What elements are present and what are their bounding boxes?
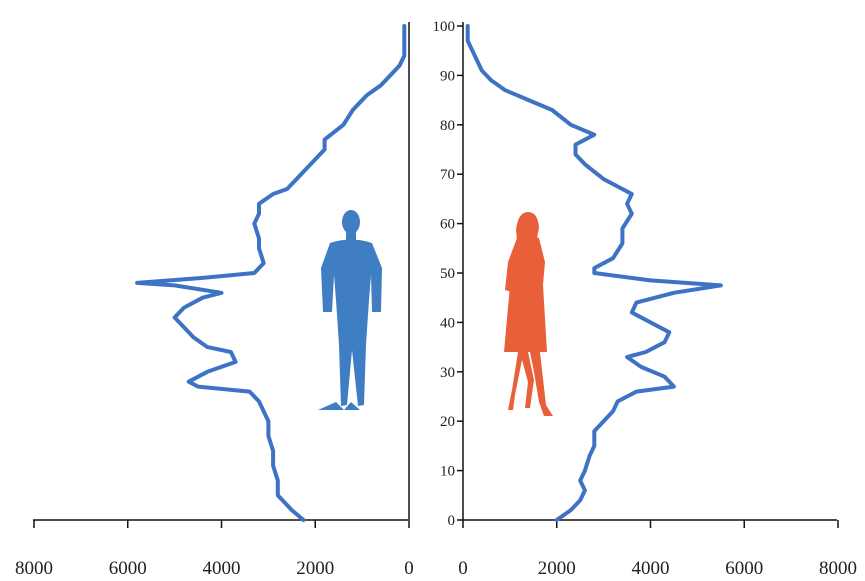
y-tick-label: 0	[448, 513, 456, 529]
y-tick-label: 90	[440, 68, 455, 84]
x-tick-label: 4000	[632, 558, 670, 579]
x-tick-label: 0	[458, 558, 468, 579]
x-tick-label: 0	[404, 558, 414, 579]
y-tick-label: 20	[440, 414, 455, 430]
x-tick-label: 2000	[296, 558, 334, 579]
y-tick-label: 30	[440, 365, 455, 381]
y-tick-label: 60	[440, 217, 455, 233]
x-tick-label: 8000	[15, 558, 53, 579]
x-tick-label: 6000	[725, 558, 763, 579]
y-tick-label: 100	[433, 19, 456, 35]
x-tick-label: 8000	[819, 558, 857, 579]
woman-silhouette-icon	[504, 212, 553, 416]
y-tick-label: 40	[440, 315, 455, 331]
y-tick-label: 80	[440, 118, 455, 134]
x-ticks-left: 8000 6000 4000 2000 0	[15, 520, 414, 579]
man-silhouette-icon	[318, 210, 382, 410]
male-distribution-line	[135, 24, 407, 522]
y-tick-label: 50	[440, 266, 455, 282]
x-tick-label: 2000	[538, 558, 576, 579]
y-tick-label: 10	[440, 464, 455, 480]
y-ticks: 0 10 20 30 40 50 60 70 80 90 100	[433, 19, 463, 529]
x-tick-label: 6000	[109, 558, 147, 579]
female-distribution-line	[465, 24, 723, 522]
y-tick-label: 70	[440, 167, 455, 183]
x-tick-label: 4000	[203, 558, 241, 579]
x-ticks-right: 0 2000 4000 6000 8000	[458, 520, 857, 579]
